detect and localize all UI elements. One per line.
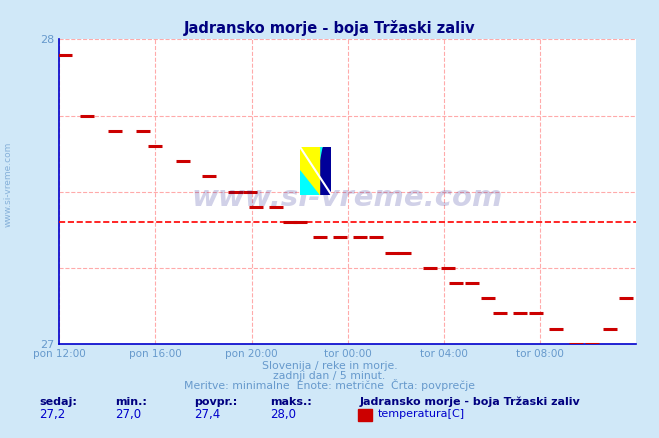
- Text: 27,0: 27,0: [115, 408, 142, 421]
- Text: sedaj:: sedaj:: [40, 397, 77, 407]
- Text: maks.:: maks.:: [270, 397, 312, 407]
- Text: 27,2: 27,2: [40, 408, 66, 421]
- Polygon shape: [300, 147, 322, 180]
- Text: Meritve: minimalne  Enote: metrične  Črta: povprečje: Meritve: minimalne Enote: metrične Črta:…: [184, 379, 475, 391]
- Text: 28,0: 28,0: [270, 408, 296, 421]
- Text: min.:: min.:: [115, 397, 147, 407]
- Text: Slovenija / reke in morje.: Slovenija / reke in morje.: [262, 361, 397, 371]
- Text: zadnji dan / 5 minut.: zadnji dan / 5 minut.: [273, 371, 386, 381]
- Polygon shape: [300, 171, 319, 195]
- Text: temperatura[C]: temperatura[C]: [378, 410, 465, 420]
- Polygon shape: [300, 147, 322, 195]
- Text: www.si-vreme.com: www.si-vreme.com: [192, 184, 503, 212]
- Text: povpr.:: povpr.:: [194, 397, 238, 407]
- Text: 27,4: 27,4: [194, 408, 221, 421]
- Text: www.si-vreme.com: www.si-vreme.com: [3, 141, 13, 226]
- Polygon shape: [300, 147, 319, 195]
- Text: Jadransko morje - boja Tržaski zaliv: Jadransko morje - boja Tržaski zaliv: [359, 397, 580, 407]
- Text: Jadransko morje - boja Tržaski zaliv: Jadransko morje - boja Tržaski zaliv: [184, 20, 475, 36]
